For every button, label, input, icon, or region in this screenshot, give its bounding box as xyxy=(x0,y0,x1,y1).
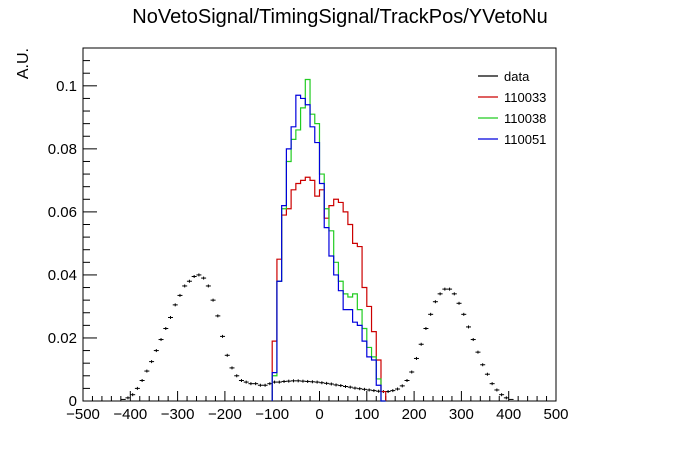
x-tick-label: −200 xyxy=(208,406,242,423)
x-tick-label: 300 xyxy=(449,406,474,423)
x-tick-label: 200 xyxy=(402,406,427,423)
y-tick-label: 0.06 xyxy=(48,204,77,221)
series-data xyxy=(82,273,557,402)
x-tick-label: −100 xyxy=(255,406,289,423)
y-axis-label: A.U. xyxy=(15,48,32,79)
y-tick-label: 0.04 xyxy=(48,267,77,284)
chart-title: NoVetoSignal/TimingSignal/TrackPos/YVeto… xyxy=(132,6,547,28)
y-tick-label: 0 xyxy=(69,393,77,410)
legend-label-110038: 110038 xyxy=(504,111,546,126)
legend: data 110033 110038 110051 xyxy=(478,69,546,147)
x-tick-label: 0 xyxy=(315,406,323,423)
series-line-110051 xyxy=(271,94,386,402)
series-layer xyxy=(82,78,557,402)
legend-label-110033: 110033 xyxy=(504,90,546,105)
legend-label-110051: 110051 xyxy=(504,132,546,147)
y-tick-label: 0.1 xyxy=(56,78,77,95)
y-tick-label: 0.02 xyxy=(48,330,77,347)
x-tick-label: 100 xyxy=(354,406,379,423)
series-110051 xyxy=(271,94,386,402)
x-tick-label: −300 xyxy=(161,406,195,423)
legend-label-data: data xyxy=(504,69,530,84)
x-tick-label: 500 xyxy=(543,406,568,423)
y-tick-label: 0.08 xyxy=(48,141,77,158)
x-tick-label: −500 xyxy=(66,406,100,423)
plot-frame xyxy=(82,47,557,402)
x-tick-label: −400 xyxy=(113,406,147,423)
series-line-110038 xyxy=(271,78,386,402)
x-tick-label: 400 xyxy=(496,406,521,423)
plot-area-border xyxy=(82,47,557,402)
series-110038 xyxy=(271,78,386,402)
